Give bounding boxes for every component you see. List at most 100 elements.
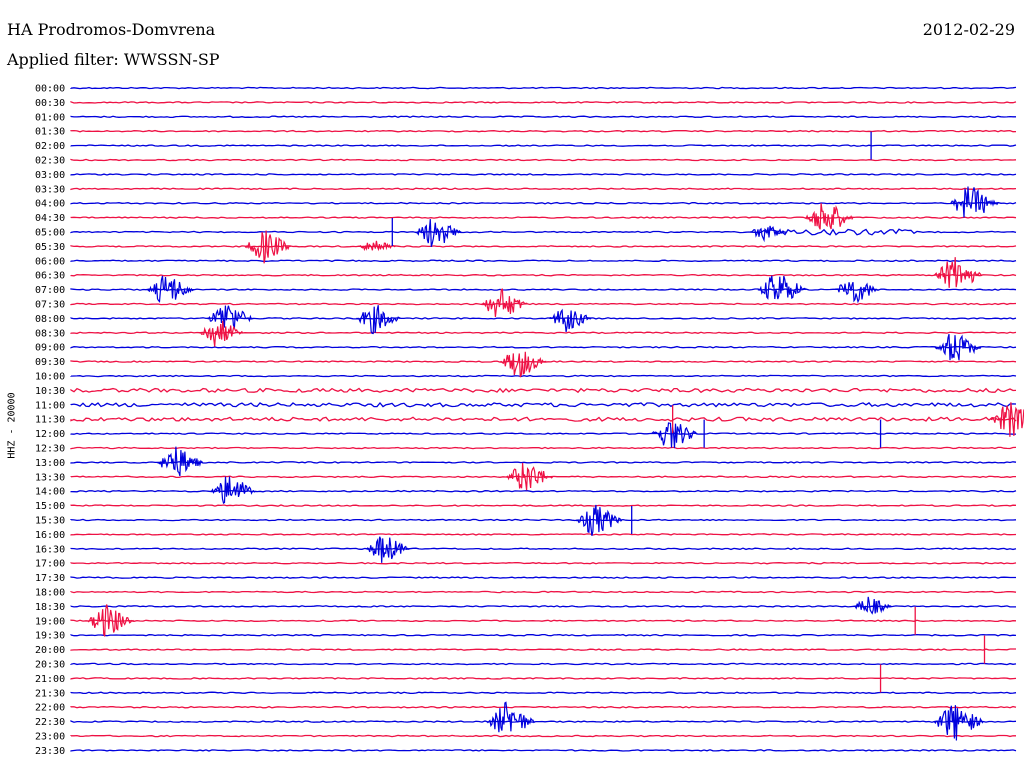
event-mark <box>244 230 292 264</box>
trace-1900 <box>70 619 1017 623</box>
trace-0900 <box>70 345 1017 349</box>
event-mark <box>949 186 999 218</box>
event-mark <box>933 705 984 741</box>
event-mark <box>804 203 854 230</box>
row-label-0300: 03:00 <box>35 170 65 181</box>
event-mark <box>365 536 411 563</box>
row-label-0100: 01:00 <box>35 112 65 123</box>
trace-0230 <box>70 158 1017 162</box>
trace-0700 <box>70 288 1017 291</box>
event-mark <box>156 446 204 477</box>
trace-0300 <box>70 173 1017 176</box>
event-mark <box>210 476 257 505</box>
trace-1300 <box>70 461 1017 464</box>
row-label-0830: 08:30 <box>35 328 65 339</box>
event-mark <box>356 305 401 335</box>
row-label-0900: 09:00 <box>35 343 65 354</box>
row-label-0930: 09:30 <box>35 357 65 368</box>
row-label-1300: 13:00 <box>35 458 65 469</box>
event-mark <box>359 240 396 252</box>
row-label-2130: 21:30 <box>35 688 65 699</box>
event-mark <box>500 351 547 378</box>
row-label-0230: 02:30 <box>35 156 65 167</box>
trace-1530 <box>70 518 1017 522</box>
trace-1030 <box>70 387 1017 394</box>
row-label-1800: 18:00 <box>35 588 65 599</box>
event-mark <box>481 288 528 317</box>
event-mark <box>506 462 553 491</box>
trace-0130 <box>70 129 1017 133</box>
row-label-1400: 14:00 <box>35 487 65 498</box>
row-label-2030: 20:30 <box>35 660 65 671</box>
event-mark <box>87 604 134 637</box>
trace-1630 <box>70 547 1017 551</box>
row-label-1530: 15:30 <box>35 516 65 527</box>
row-label-2230: 22:30 <box>35 717 65 728</box>
trace-0100 <box>70 115 1016 119</box>
row-label-1030: 10:30 <box>35 386 65 397</box>
event-mark <box>207 305 254 329</box>
event-mark <box>651 422 698 449</box>
trace-0430 <box>70 216 1017 219</box>
trace-1930 <box>70 633 1017 637</box>
row-label-1500: 15:00 <box>35 501 65 512</box>
trace-0400 <box>70 201 1017 205</box>
row-label-1130: 11:30 <box>35 415 65 426</box>
trace-2230 <box>70 720 1017 723</box>
trace-2330 <box>70 749 1017 752</box>
event-mark <box>934 333 982 361</box>
trace-0530 <box>70 245 1017 248</box>
row-label-0000: 00:00 <box>35 84 65 95</box>
row-label-2300: 23:00 <box>35 732 65 743</box>
trace-0330 <box>70 187 1017 191</box>
row-label-2200: 22:00 <box>35 703 65 714</box>
event-mark <box>548 308 592 333</box>
row-label-0730: 07:30 <box>35 300 65 311</box>
trace-0500 <box>70 228 1017 236</box>
row-label-0530: 05:30 <box>35 242 65 253</box>
row-label-0630: 06:30 <box>35 271 65 282</box>
row-label-2100: 21:00 <box>35 674 65 685</box>
event-mark <box>198 320 244 347</box>
event-mark <box>147 275 194 303</box>
row-label-1630: 16:30 <box>35 544 65 555</box>
trace-1000 <box>70 374 1017 378</box>
trace-0000 <box>70 86 1017 90</box>
event-mark <box>933 257 983 288</box>
trace-0630 <box>70 273 1017 277</box>
row-label-1830: 18:30 <box>35 602 65 613</box>
event-mark <box>853 596 892 615</box>
row-label-0430: 04:30 <box>35 213 65 224</box>
trace-2100 <box>70 677 1017 680</box>
event-mark <box>757 275 807 300</box>
row-label-1330: 13:30 <box>35 472 65 483</box>
trace-1500 <box>70 504 1017 507</box>
row-label-0800: 08:00 <box>35 314 65 325</box>
filter-label: Applied filter: WWSSN-SP <box>7 50 220 69</box>
trace-2300 <box>70 734 1016 738</box>
row-label-1930: 19:30 <box>35 631 65 642</box>
trace-0030 <box>70 100 1017 104</box>
row-label-1730: 17:30 <box>35 573 65 584</box>
row-label-0500: 05:00 <box>35 228 65 239</box>
station-title: HA Prodromos-Domvrena <box>7 20 216 39</box>
trace-1600 <box>70 533 1017 536</box>
trace-1800 <box>70 590 1017 594</box>
event-mark <box>486 701 536 733</box>
row-label-0030: 00:30 <box>35 98 65 109</box>
event-mark <box>834 281 880 304</box>
event-mark <box>990 402 1024 437</box>
row-label-1000: 10:00 <box>35 372 65 383</box>
trace-1100 <box>70 401 1017 408</box>
row-label-1600: 16:00 <box>35 530 65 541</box>
trace-2130 <box>70 691 1017 695</box>
row-label-1900: 19:00 <box>35 616 65 627</box>
trace-0730 <box>70 302 1017 306</box>
row-label-0330: 03:30 <box>35 184 65 195</box>
trace-1230 <box>70 446 1017 450</box>
event-mark <box>414 219 462 247</box>
row-label-0600: 06:00 <box>35 256 65 267</box>
trace-1730 <box>70 576 1016 579</box>
trace-0200 <box>70 144 1017 147</box>
